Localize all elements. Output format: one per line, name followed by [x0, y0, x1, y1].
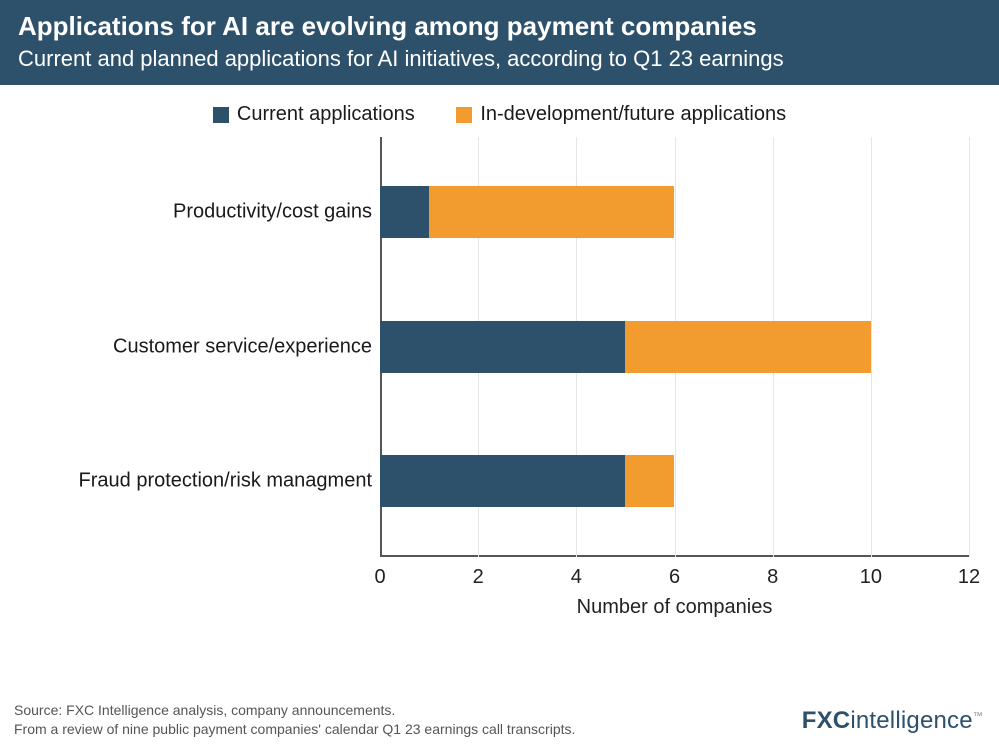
- bar-row: [380, 186, 969, 238]
- bar-segment: [380, 186, 429, 238]
- legend-swatch-future: [456, 107, 472, 123]
- bar-segment: [380, 455, 625, 507]
- chart-header: Applications for AI are evolving among p…: [0, 0, 999, 85]
- legend-swatch-current: [213, 107, 229, 123]
- legend-item-current: Current applications: [213, 103, 415, 126]
- chart-title: Applications for AI are evolving among p…: [18, 10, 981, 43]
- logo-bold: FXC: [802, 707, 851, 734]
- x-tick-label: 10: [860, 566, 882, 589]
- category-label: Productivity/cost gains: [60, 201, 372, 224]
- bar-row: [380, 455, 969, 507]
- chart-subtitle: Current and planned applications for AI …: [18, 45, 981, 74]
- brand-logo: FXCintelligence™: [802, 707, 983, 735]
- x-axis-title: Number of companies: [380, 596, 969, 619]
- bar-segment: [625, 455, 674, 507]
- legend-item-future: In-development/future applications: [456, 103, 786, 126]
- x-tick-label: 4: [571, 566, 582, 589]
- bar-segment: [429, 186, 674, 238]
- category-label: Fraud protection/risk managment: [60, 469, 372, 492]
- x-tick-label: 0: [374, 566, 385, 589]
- x-tick-label: 2: [473, 566, 484, 589]
- plot-region: 024681012: [380, 137, 969, 557]
- legend-label-current: Current applications: [237, 103, 415, 126]
- chart-area: 024681012 Number of companies Productivi…: [60, 137, 969, 617]
- x-tick-label: 6: [669, 566, 680, 589]
- logo-tm: ™: [973, 711, 983, 722]
- gridline: [969, 137, 970, 557]
- legend: Current applications In-development/futu…: [0, 85, 999, 137]
- category-label: Customer service/experience: [60, 335, 372, 358]
- x-tick-label: 8: [767, 566, 778, 589]
- bar-segment: [625, 321, 870, 373]
- logo-light: intelligence: [850, 707, 972, 734]
- bar-segment: [380, 321, 625, 373]
- bar-row: [380, 321, 969, 373]
- x-tick-label: 12: [958, 566, 980, 589]
- legend-label-future: In-development/future applications: [480, 103, 786, 126]
